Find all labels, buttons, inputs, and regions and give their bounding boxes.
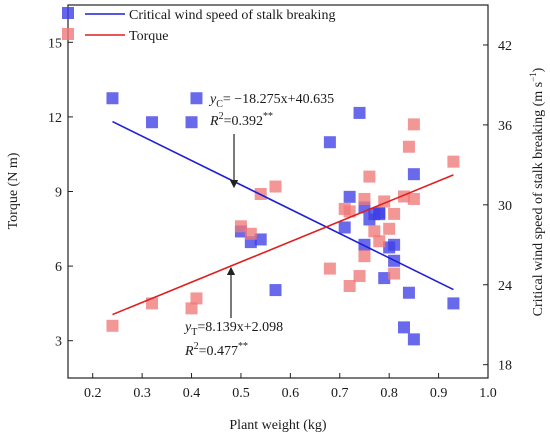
torque-point (234, 220, 247, 233)
torque-point (388, 267, 401, 280)
wind-speed-point (106, 92, 119, 105)
y-axis-left-label: Torque (N m) (6, 152, 21, 229)
legend-label-torque: Torque (129, 29, 168, 44)
y-axis-right-label: Critical wind speed of stalk breaking (m… (528, 67, 546, 316)
torque-point (383, 222, 396, 235)
y-right-tick-label: 30 (498, 199, 512, 214)
wind-speed-point (447, 297, 460, 310)
points-layer (106, 92, 460, 346)
x-tick-label: 0.6 (282, 386, 300, 401)
legend-marker-torque (62, 28, 74, 40)
x-tick-label: 0.8 (380, 386, 398, 401)
torque-point (190, 292, 203, 305)
y-left-tick-label: 15 (48, 36, 62, 51)
x-axis-label: Plant weight (kg) (229, 418, 327, 433)
torque-equation: yT=8.139x+2.098 (183, 320, 283, 338)
torque-r2: R2=0.477** (184, 341, 248, 359)
wind-speed-point (343, 190, 356, 203)
wind-speed-point (373, 206, 386, 219)
wind-speed-point (146, 116, 158, 129)
wind-speed-point (407, 168, 420, 181)
y-right-tick-label: 18 (498, 359, 512, 374)
wind-speed-point (190, 92, 203, 105)
torque-point (353, 270, 366, 283)
torque-point (402, 140, 415, 153)
y-right-tick-label: 42 (498, 39, 512, 54)
y-left-tick-label: 9 (55, 186, 62, 201)
wind-speed-point (254, 233, 267, 246)
torque-regression-line (112, 174, 454, 316)
torque-point (373, 235, 386, 248)
legend-label-wind: Critical wind speed of stalk breaking (129, 8, 335, 23)
torque-point (358, 250, 371, 263)
wind-speed-point (353, 106, 366, 119)
y-left-tick-label: 6 (55, 260, 62, 275)
y-right-tick-label: 36 (498, 119, 512, 134)
torque-point (447, 155, 460, 168)
wind-speed-point (407, 333, 420, 346)
wind-equation-annotation: yC= −18.275x+40.635 R2=0.392** (208, 92, 334, 189)
x-tick-label: 0.3 (133, 386, 151, 401)
torque-equation-annotation: yT=8.139x+2.098 R2=0.477** (183, 266, 283, 359)
torque-point (368, 225, 381, 238)
torque-point (269, 180, 282, 193)
fit-lines-layer (112, 120, 454, 316)
x-tick-label: 0.9 (430, 386, 448, 401)
y-right-tick-label: 24 (498, 279, 512, 294)
x-tick-label: 1.0 (479, 386, 497, 401)
ticks-layer: 0.2 0.3 0.4 0.5 0.6 0.7 0.8 0.9 1.03691215182430… (48, 36, 512, 401)
torque-point (343, 205, 356, 218)
wind-speed-point (323, 136, 336, 149)
wind-speed-point (388, 238, 401, 251)
torque-point (343, 279, 356, 292)
wind-equation: yC= −18.275x+40.635 (208, 92, 334, 110)
torque-point (106, 319, 119, 332)
y-left-tick-label: 3 (55, 335, 62, 350)
wind-speed-point (358, 238, 371, 251)
x-tick-label: 0.2 (84, 386, 102, 401)
y-left-tick-label: 12 (48, 111, 62, 126)
wind-speed-point (378, 272, 391, 285)
torque-point (244, 227, 257, 240)
torque-point (407, 118, 420, 131)
x-tick-label: 0.4 (183, 386, 201, 401)
legend-marker-wind (62, 7, 74, 19)
x-tick-label: 0.5 (232, 386, 250, 401)
legend: Critical wind speed of stalk breaking To… (62, 7, 335, 44)
torque-point (388, 207, 401, 220)
wind-speed-point (269, 284, 282, 297)
wind-speed-point (185, 116, 198, 129)
torque-point (363, 170, 376, 183)
torque-point (185, 302, 198, 315)
wind-r2: R2=0.392** (209, 111, 273, 129)
torque-point (407, 192, 420, 205)
torque-point (358, 192, 371, 205)
x-tick-label: 0.7 (331, 386, 349, 401)
wind-speed-point (398, 321, 410, 334)
torque-point (323, 262, 336, 275)
wind-regression-line (112, 120, 454, 291)
wind-speed-point (402, 286, 415, 299)
wind-speed-point (338, 221, 351, 234)
